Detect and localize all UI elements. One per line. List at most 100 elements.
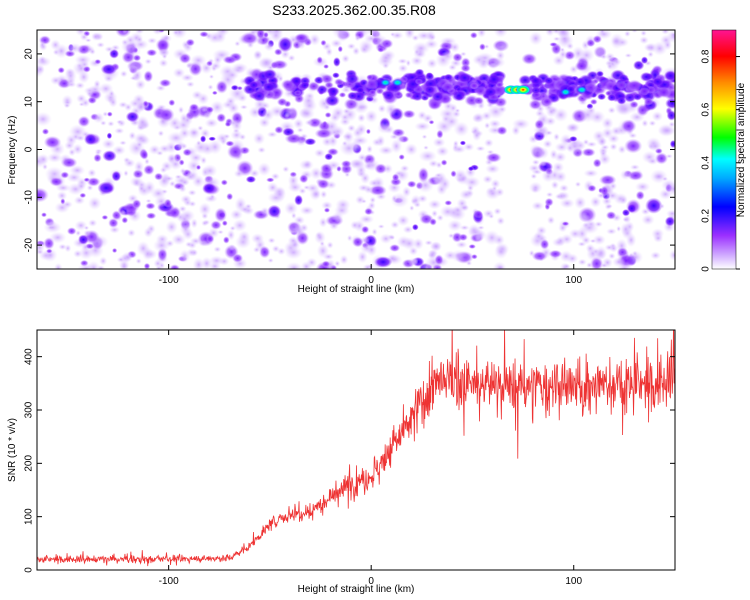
- spectrogram-cell: [238, 230, 251, 244]
- spectrogram-cell: [627, 203, 637, 213]
- spectrogram-cell: [163, 175, 174, 182]
- spectrogram-cell: [273, 48, 283, 56]
- spectrogram-cell: [251, 233, 265, 244]
- spectrogram-cell: [648, 140, 663, 152]
- spectrogram-cell: [639, 36, 649, 45]
- spectrogram-cell: [589, 238, 597, 244]
- spectrogram-cell: [298, 107, 315, 120]
- snr-ytick-label: 100: [24, 508, 35, 525]
- spectrogram-cell: [528, 181, 543, 194]
- spectrogram-cell: [42, 163, 48, 171]
- spectrogram-cell: [178, 106, 184, 114]
- spectrogram-cell: [75, 134, 86, 142]
- spectrogram-cell: [625, 232, 637, 248]
- spectrogram-band-cell: [632, 93, 643, 101]
- spectrogram-cell: [37, 153, 50, 166]
- spectrogram-cell: [606, 62, 614, 70]
- spectrogram-cell: [101, 138, 116, 150]
- spectrogram-cell: [605, 211, 617, 220]
- spectrogram-cell: [648, 120, 657, 127]
- spectrogram-cell: [574, 196, 587, 210]
- spectrogram-band-cell: [542, 97, 552, 106]
- spectrogram-cell: [41, 212, 47, 218]
- spectrogram-cell: [155, 38, 171, 52]
- spectrogram-cell: [533, 231, 545, 242]
- spectrogram-cell: [314, 148, 326, 158]
- spectrogram-hotspot: [516, 85, 531, 95]
- spectrogram-cell: [412, 237, 424, 250]
- spectrogram-cell: [458, 233, 469, 242]
- spectrogram-cell: [83, 225, 90, 231]
- spectrogram-cell: [64, 68, 77, 84]
- spectrogram-cell: [539, 160, 547, 167]
- spectrogram-cell: [627, 170, 644, 181]
- spectrogram-cell: [87, 168, 97, 178]
- spectrogram-band-cell: [629, 100, 639, 109]
- spectrogram-cell: [493, 207, 502, 215]
- spectrogram-cell: [495, 42, 510, 52]
- spectrogram-cell: [77, 263, 95, 269]
- spectrogram-cell: [396, 133, 406, 144]
- spectrogram-cell: [63, 102, 71, 109]
- spectrogram-band-cell: [382, 90, 396, 101]
- spectrogram-hotspot: [392, 79, 403, 87]
- spectrogram-cell: [566, 42, 574, 50]
- spectrogram-cell: [368, 184, 387, 196]
- spectrogram-cell: [448, 233, 455, 239]
- spectrogram-cell: [391, 194, 398, 203]
- spectrogram-cell: [168, 158, 183, 171]
- spectrogram-cell: [545, 105, 557, 118]
- spectrogram-band-cell: [291, 76, 302, 86]
- spectrogram-cell: [145, 198, 152, 204]
- spectrogram-cell: [669, 140, 675, 148]
- spectrogram-cell: [511, 125, 521, 136]
- spectrogram-cell: [359, 44, 370, 55]
- spectrogram-cell: [180, 73, 194, 82]
- spectrogram-cell: [649, 169, 668, 184]
- spectrogram-cell: [376, 135, 386, 147]
- spectrogram-cell: [136, 240, 150, 256]
- spectrogram-cell: [207, 31, 223, 44]
- spectrogram-cell: [202, 164, 218, 178]
- spectrogram-cell: [182, 148, 192, 157]
- spectrogram-cell: [424, 39, 439, 50]
- snr-xtick-label: 100: [565, 576, 582, 587]
- spectrogram-cell: [96, 41, 105, 48]
- spectrogram-cell: [50, 39, 61, 51]
- spectrogram-cell: [598, 153, 611, 166]
- spectrogram-cell: [222, 236, 230, 244]
- spectrogram-cell: [485, 164, 501, 174]
- spectrogram-cell: [305, 183, 320, 193]
- spectrogram-cell: [592, 158, 602, 168]
- snr-y-ticks: 0 100 200 300 400: [24, 348, 675, 573]
- spectrogram-cell: [73, 249, 83, 258]
- spectrogram-cell: [531, 168, 543, 175]
- spectrogram-cell: [204, 118, 219, 128]
- spectrogram-cell: [230, 130, 243, 141]
- spectrogram-cell: [609, 33, 625, 50]
- spectrogram-cell: [470, 125, 481, 136]
- spectrogram-cell: [104, 46, 115, 53]
- spectrogram-cell: [534, 119, 545, 130]
- spectrogram-cell: [78, 234, 89, 245]
- spectrogram-cell: [530, 173, 538, 180]
- spectrogram-cell: [314, 230, 326, 245]
- spectrogram-cell: [220, 179, 228, 186]
- spectrogram-cell: [379, 52, 393, 63]
- spectrogram-cell: [357, 113, 366, 123]
- spectrogram-ytick-label: 0: [24, 146, 35, 152]
- spectrogram-cell: [354, 35, 361, 42]
- spectrogram-cell: [87, 196, 102, 210]
- spectrogram-cell: [355, 195, 366, 205]
- spectrogram-cell: [631, 30, 638, 33]
- spectrogram-cell: [496, 216, 506, 226]
- spectrogram-cell: [640, 208, 651, 216]
- spectrogram-cell: [201, 107, 208, 113]
- spectrogram-cell: [408, 246, 419, 256]
- snr-ytick-label: 200: [24, 455, 35, 472]
- spectrogram-cell: [398, 154, 405, 161]
- spectrogram-cell: [249, 169, 260, 178]
- spectrogram-band-cell: [414, 78, 423, 85]
- snr-ytick-label: 300: [24, 401, 35, 418]
- spectrogram-band-cell: [366, 74, 374, 81]
